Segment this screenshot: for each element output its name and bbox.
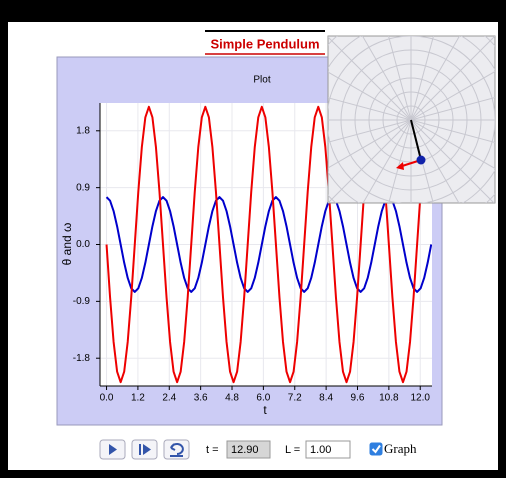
polar-spoke (328, 119, 412, 203)
l-label: L = (285, 444, 300, 456)
y-axis-label: θ and ω (60, 223, 74, 266)
y-tick-label: -0.9 (73, 296, 91, 307)
polar-grid (328, 36, 495, 203)
step-icon (143, 444, 151, 455)
x-tick-label: 8.4 (319, 393, 333, 404)
polar-spoke (388, 119, 412, 203)
checkmark (371, 444, 381, 454)
reset-button[interactable] (163, 439, 190, 460)
polar-spoke (410, 119, 495, 203)
x-tick-label: 0.0 (100, 393, 114, 404)
y-tick-label: 0.9 (76, 182, 90, 193)
polar-spoke (328, 119, 412, 169)
reset-icon (170, 443, 184, 455)
x-tick-label: 3.6 (194, 393, 208, 404)
x-tick-label: 6.0 (256, 393, 270, 404)
x-tick-label: 12.0 (411, 393, 431, 404)
y-tick-label: 0.0 (76, 239, 90, 250)
pendulum-view (327, 35, 496, 204)
x-tick-label: 1.2 (131, 393, 145, 404)
polar-spoke (362, 119, 412, 203)
graph-label: Graph (384, 441, 417, 456)
polar-spoke (410, 119, 495, 170)
arrow-head (396, 162, 404, 170)
t-label: t = (206, 444, 219, 456)
polar-spoke (410, 119, 495, 144)
controls: t = 12.90 L = 1.00 Graph (99, 439, 417, 460)
app-title: Simple Pendulum (210, 36, 319, 51)
polar-spoke (361, 36, 412, 121)
play-icon (109, 444, 117, 455)
x-tick-label: 2.4 (162, 393, 176, 404)
polar-spoke (328, 119, 412, 143)
polar-spoke (410, 70, 495, 121)
x-tick-label: 10.8 (379, 393, 399, 404)
polar-spoke (410, 36, 435, 121)
rod (410, 119, 422, 161)
l-input[interactable] (305, 440, 351, 459)
x-tick-label: 7.2 (288, 393, 302, 404)
polar-spoke (328, 71, 412, 121)
graph-checkbox[interactable] (369, 442, 383, 456)
polar-spoke (410, 96, 495, 121)
polar-spoke (328, 36, 412, 121)
bob (416, 155, 426, 165)
t-value: 12.90 (231, 444, 259, 456)
y-tick-label: 1.8 (76, 125, 90, 136)
polar-spoke (410, 36, 495, 121)
l-value: 1.00 (310, 444, 331, 456)
x-tick-label: 9.6 (351, 393, 365, 404)
step-icon-bar (139, 444, 141, 455)
plot-title: Plot (253, 75, 270, 86)
polar-spoke (387, 36, 412, 121)
polar-spoke (410, 119, 460, 203)
y-tick-label: -1.8 (73, 353, 91, 364)
x-tick-label: 4.8 (225, 393, 239, 404)
t-input[interactable] (226, 440, 271, 459)
x-axis-label: t (263, 403, 267, 417)
polar-spoke (328, 97, 412, 121)
polar-spoke (410, 36, 461, 121)
